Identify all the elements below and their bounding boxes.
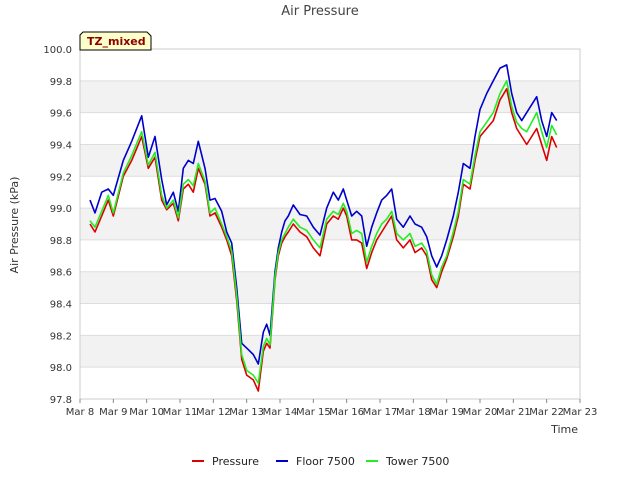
y-tick-label: 98.6 <box>50 268 72 279</box>
tz-badge: TZ_mixed <box>79 31 152 51</box>
series-line-floor-7500 <box>89 64 558 365</box>
chart-title: Air Pressure <box>281 4 359 19</box>
plot-band <box>80 271 580 304</box>
y-tick-label: 99.8 <box>50 77 72 88</box>
x-tick-label: Mar 10 <box>129 407 164 418</box>
series-lines <box>89 64 558 392</box>
x-tick-label: Mar 20 <box>463 407 498 418</box>
plot-bands <box>80 48 580 400</box>
y-tick-label: 99.0 <box>50 204 72 215</box>
y-axis-title: Air Pressure (kPa) <box>8 177 21 274</box>
plot-area <box>79 48 581 400</box>
plot-band <box>80 208 580 240</box>
x-tick-label: Mar 21 <box>496 407 531 418</box>
y-tick-label: 98.0 <box>50 363 72 374</box>
x-tick-label: Mar 22 <box>529 407 564 418</box>
legend-label: Tower 7500 <box>385 455 449 468</box>
legend-label: Floor 7500 <box>296 455 355 468</box>
x-tick-label: Mar 9 <box>99 407 127 418</box>
x-tick-label: Mar 19 <box>429 407 464 418</box>
plot-band <box>80 335 580 368</box>
tz-badge-label: TZ_mixed <box>87 35 146 48</box>
x-tick-label: Mar 8 <box>66 407 94 418</box>
legend-label: Pressure <box>212 455 259 468</box>
y-tick-label: 97.8 <box>50 395 72 406</box>
y-tick-label: 98.2 <box>50 331 72 342</box>
y-tick-label: 99.2 <box>50 172 72 183</box>
plot-band <box>80 144 580 177</box>
y-tick-label: 98.8 <box>50 236 72 247</box>
tz-badge-box <box>79 31 152 51</box>
y-tick-label: 99.4 <box>50 140 72 151</box>
x-tick-label: Mar 16 <box>329 407 364 418</box>
y-axis: 97.8 98.0 98.2 98.4 98.6 98.8 99.0 99.2 99.4 99.6… <box>43 45 72 406</box>
y-tick-label: 100.0 <box>43 45 72 56</box>
x-tick-label: Mar 13 <box>229 407 264 418</box>
x-axis-title: Time <box>550 423 578 436</box>
x-tick-label: Mar 15 <box>296 407 331 418</box>
x-tick-label: Mar 12 <box>196 407 231 418</box>
x-tick-label: Mar 17 <box>363 407 398 418</box>
x-tick-label: Mar 14 <box>263 407 298 418</box>
y-tick-label: 99.6 <box>50 109 72 120</box>
y-tick-label: 98.4 <box>50 300 72 311</box>
x-tick-label: Mar 23 <box>563 407 598 418</box>
x-tick-label: Mar 18 <box>396 407 431 418</box>
series-line-tower-7500 <box>89 80 558 384</box>
plot-band <box>80 80 580 113</box>
series-line-pressure <box>89 88 558 392</box>
x-tick-label: Mar 11 <box>163 407 198 418</box>
legend: Pressure Floor 7500 Tower 7500 <box>192 455 449 468</box>
